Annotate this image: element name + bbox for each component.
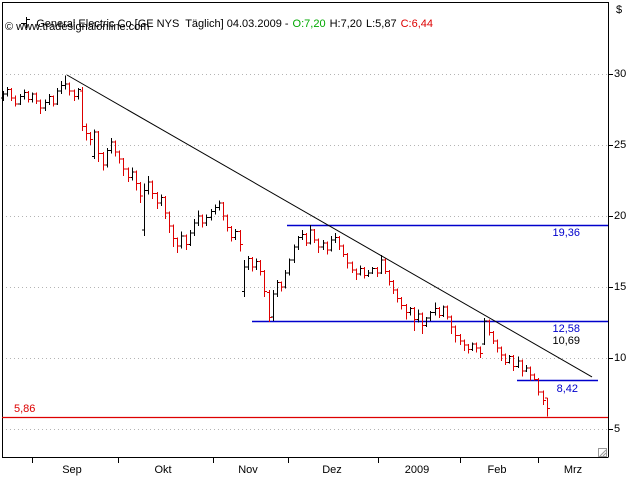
instrument-title: General Electric Co [GE NYS Täglich] 04.… xyxy=(36,18,289,30)
y-tick-label: 15 xyxy=(614,281,627,293)
level-label-19-36: 19,36 xyxy=(552,227,580,239)
y-tick-label: 10 xyxy=(614,352,627,364)
ohlc-high: H:7,20 xyxy=(329,18,362,30)
y-tick-label: 20 xyxy=(614,210,627,222)
title-bar: General Electric Co [GE NYS Täglich] 04.… xyxy=(8,3,433,44)
ohlc-low: L:5,87 xyxy=(366,18,397,30)
level-label-12-58: 12,58 xyxy=(552,323,580,335)
y-tick-label: 25 xyxy=(614,139,627,151)
level-label-8-42: 8,42 xyxy=(556,383,578,395)
copyright-text: © www.tradesignalonline.com xyxy=(5,21,150,33)
x-axis-month-label: Nov xyxy=(238,464,258,476)
level-label-5-86: 5,86 xyxy=(14,403,36,415)
x-axis-month-label: Feb xyxy=(487,464,507,476)
x-axis-month-label: Dez xyxy=(322,464,342,476)
ohlc-close: C:6,44 xyxy=(400,18,434,30)
ohlc-open: O:7,20 xyxy=(292,18,326,30)
x-axis-month-label: Mrz xyxy=(563,464,583,476)
level-label-10-69: 10,69 xyxy=(552,335,580,347)
x-axis-month-label: Sep xyxy=(62,464,82,476)
chart-cursor-icon xyxy=(21,17,31,28)
currency-unit-label: $ xyxy=(616,4,623,16)
x-axis-month-label: Okt xyxy=(154,464,172,476)
resize-grip[interactable] xyxy=(598,448,607,457)
x-axis-month-label: 2009 xyxy=(404,464,430,476)
y-tick-label: 30 xyxy=(614,68,627,80)
y-tick-label: 5 xyxy=(614,423,621,435)
